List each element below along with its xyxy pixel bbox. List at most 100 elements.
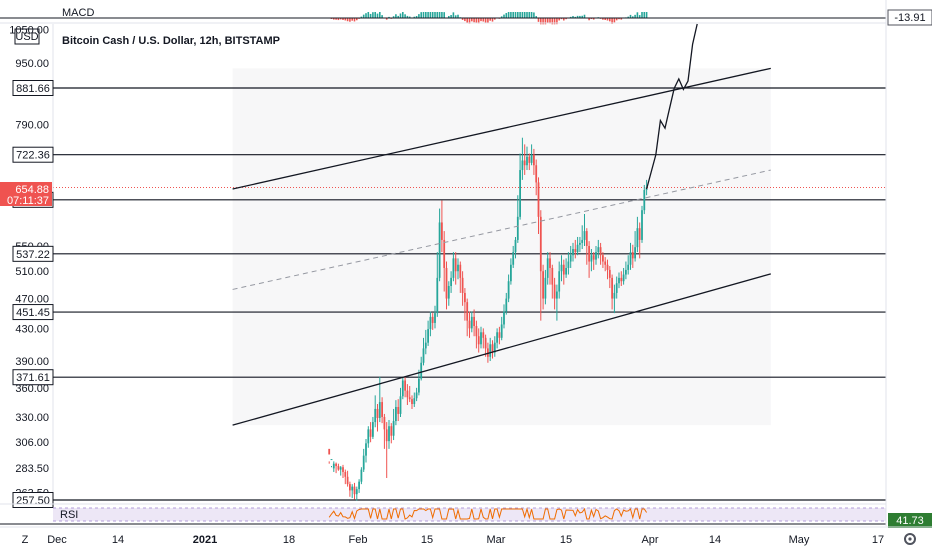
y-tick-label: 330.00 [15,412,49,424]
gear-icon[interactable] [905,534,915,544]
right-scale[interactable]: -13.91 41.73 [886,0,932,528]
y-tick-label: 950.00 [15,58,49,70]
macd-bar [476,18,478,23]
macd-bar [349,18,351,22]
macd-bar [368,12,370,18]
macd-bar [519,12,521,18]
candle [333,461,335,472]
y-tick-label: 390.00 [15,356,49,368]
svg-text:722.36: 722.36 [16,150,50,162]
x-tick-label: 14 [112,534,124,546]
level-label: 881.66 [13,81,53,96]
macd-bar [473,18,475,22]
macd-bar [453,12,455,18]
x-tick-label: Feb [349,534,368,546]
y-tick-label: 790.00 [15,120,49,132]
candle [386,422,388,478]
macd-bar [483,18,485,22]
macd-bar [441,12,443,18]
candle [365,439,367,463]
macd-bar [437,12,439,18]
candle [390,423,392,443]
zoom-icon[interactable]: Z [22,534,29,546]
main-pane[interactable]: Bitcoin Cash / U.S. Dollar, 12h, BITSTAM… [53,24,886,501]
macd-bar [510,12,512,18]
macd-bar [512,12,514,18]
candle [344,470,346,485]
y-tick-label: 283.50 [15,463,49,475]
candle [335,463,337,474]
macd-bar [524,12,526,18]
channel-fill [233,68,771,425]
candle [356,487,358,501]
price-scale[interactable]: USD 1050.00950.00790.00550.00510.00470.0… [0,24,53,508]
macd-bar [529,12,531,18]
macd-bar [492,18,494,22]
candle [351,484,353,498]
x-tick-label: 18 [283,534,295,546]
candle [361,467,363,484]
rsi-label: RSI [60,509,78,521]
macd-panel[interactable]: MACD [0,0,886,24]
macd-bar [427,12,429,18]
macd-bar [641,12,643,18]
svg-text:451.45: 451.45 [16,307,50,319]
y-tick-label: 470.00 [15,294,49,306]
macd-bar [379,12,381,18]
candle [641,206,643,243]
macd-bar [372,12,374,18]
macd-bar [517,12,519,18]
x-tick-label: Mar [487,534,506,546]
candle [338,464,340,471]
x-tick-label: 2021 [193,534,217,546]
macd-value: -13.91 [894,12,925,24]
level-label: 451.45 [13,305,53,320]
macd-bar [354,18,356,21]
x-tick-label: Dec [47,534,67,546]
y-tick-label: 430.00 [15,323,49,335]
macd-bar [487,18,489,23]
macd-bar [430,12,432,18]
macd-bar [526,12,528,18]
macd-bar [508,12,510,18]
x-tick-label: 17 [872,534,884,546]
candle [342,465,344,478]
level-label: 537.22 [13,246,53,261]
macd-bar [609,18,611,21]
x-tick-label: 14 [709,534,721,546]
macd-bar [538,18,540,22]
svg-text:537.22: 537.22 [16,249,50,261]
x-tick-label: 15 [560,534,572,546]
macd-bar [533,12,535,18]
svg-text:371.61: 371.61 [16,372,50,384]
macd-bar [644,12,646,18]
macd-bar [531,12,533,18]
svg-text:881.66: 881.66 [16,83,50,95]
macd-bar [515,12,517,18]
candle [363,449,365,472]
macd-bar [522,12,524,18]
candle [367,426,369,448]
countdown-timer: 07:11:37 [7,195,49,207]
macd-bar [439,12,441,18]
candle [340,466,342,476]
x-tick-label: Apr [641,534,658,546]
macd-bar [547,18,549,23]
macd-bar [646,12,648,18]
candle [384,414,386,449]
macd-bar [434,12,436,18]
candle [358,479,360,493]
svg-text:257.50: 257.50 [16,495,50,507]
current-price-label: 654.88 07:11:37 [0,182,52,207]
x-tick-label: 15 [421,534,433,546]
candle [331,459,333,467]
rsi-panel[interactable]: RSI [0,504,886,524]
y-tick-label: 1050.00 [9,25,49,37]
y-tick-label: 510.00 [15,266,49,278]
macd-bar [637,12,639,18]
macd-bar [432,12,434,18]
